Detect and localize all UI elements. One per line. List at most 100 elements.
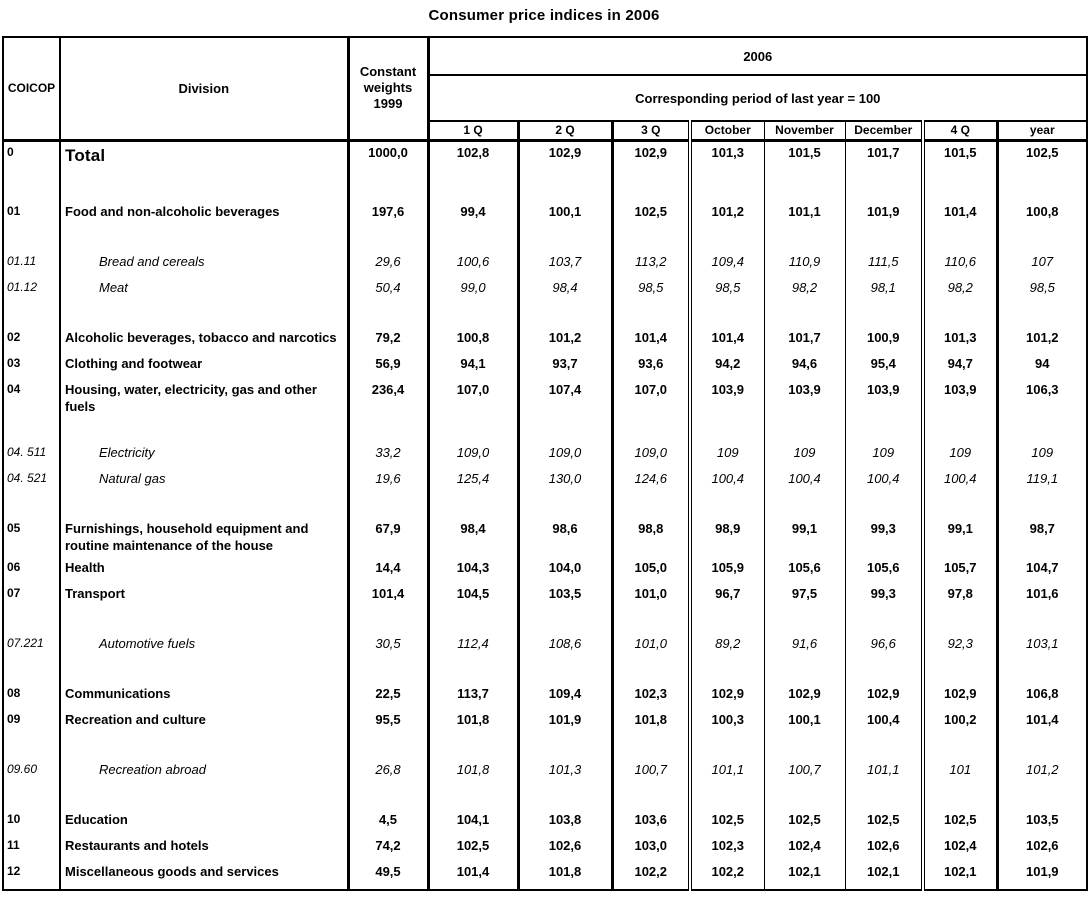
- spacer-row: [3, 657, 1088, 682]
- cell-october: 98,9: [688, 516, 764, 556]
- cell-1q: 125,4: [426, 466, 518, 493]
- table-row: 07 Transport 101,4 104,5 103,5 101,0 96,7 97,5 9…: [3, 581, 1088, 608]
- cell-october: 101,3: [688, 140, 764, 176]
- col-header-coicop: COICOP: [3, 37, 60, 142]
- cell-3q: 98,8: [610, 516, 690, 556]
- col-header-division: Division: [59, 37, 348, 142]
- cell-year: 98,7: [995, 516, 1088, 556]
- cell-division: Recreation and culture: [59, 707, 348, 734]
- table-row: 10 Education 4,5 104,1 103,8 103,6 102,5 102,5 1…: [3, 807, 1088, 834]
- cell-year: 104,7: [995, 555, 1088, 582]
- cell-weight: 236,4: [346, 378, 428, 417]
- col-header-2q: 2 Q: [516, 121, 612, 142]
- cell-december: 111,5: [844, 250, 923, 276]
- cell-october: 109,4: [688, 250, 764, 276]
- cell-year: 101,4: [995, 707, 1088, 734]
- cell-4q: 97,8: [921, 581, 997, 608]
- cell-november: 109: [763, 440, 845, 467]
- cell-4q: 100,4: [921, 466, 997, 493]
- cell-4q: 92,3: [921, 631, 997, 658]
- cell-1q: 94,1: [426, 352, 518, 378]
- cell-1q: 101,8: [426, 757, 518, 784]
- cell-4q: 99,1: [921, 516, 997, 556]
- cell-weight: 67,9: [346, 516, 428, 556]
- cell-2q: 103,7: [516, 250, 612, 276]
- table-row: 04 Housing, water, electricity, gas and o…: [3, 378, 1088, 417]
- cell-code: 09: [7, 711, 21, 726]
- table-row: 03 Clothing and footwear 56,9 94,1 93,7 93,6 9…: [3, 352, 1088, 378]
- spacer-row: [3, 607, 1088, 632]
- cell-1q: 100,6: [426, 250, 518, 276]
- cell-december: 105,6: [844, 555, 923, 582]
- cell-3q: 101,0: [610, 581, 690, 608]
- cell-weight: 14,4: [346, 555, 428, 582]
- cell-3q: 98,5: [610, 276, 690, 302]
- cell-december: 102,6: [844, 833, 923, 860]
- cell-2q: 107,4: [516, 378, 612, 417]
- cell-december: 109: [844, 440, 923, 467]
- cell-weight: 95,5: [346, 707, 428, 734]
- cell-division: Miscellaneous goods and services: [59, 859, 348, 890]
- table-row: 12 Miscellaneous goods and services 49,5 10…: [3, 859, 1088, 890]
- cell-2q: 98,6: [516, 516, 612, 556]
- table-row: 01.11 Bread and cereals 29,6 100,6 103,7 113,…: [3, 250, 1088, 276]
- cell-2q: 102,9: [516, 140, 612, 176]
- cell-december: 100,4: [844, 707, 923, 734]
- spacer-row: [3, 733, 1088, 758]
- cell-weight: 79,2: [346, 326, 428, 352]
- cell-4q: 101: [921, 757, 997, 784]
- cell-year: 98,5: [995, 276, 1088, 302]
- spacer-row: [3, 176, 1088, 200]
- cell-4q: 98,2: [921, 276, 997, 302]
- cell-code: 12: [7, 863, 21, 878]
- cell-3q: 107,0: [610, 378, 690, 417]
- cell-weight: 4,5: [346, 807, 428, 834]
- page-title: Consumer price indices in 2006: [428, 7, 660, 24]
- cell-weight: 26,8: [346, 757, 428, 784]
- cell-october: 109: [688, 440, 764, 467]
- cell-code: 04: [7, 382, 21, 396]
- cell-4q: 102,9: [921, 681, 997, 708]
- cell-1q: 101,4: [426, 859, 518, 890]
- cell-november: 105,6: [763, 555, 845, 582]
- cell-2q: 101,9: [516, 707, 612, 734]
- cell-division: Natural gas: [59, 466, 348, 493]
- cell-2q: 109,4: [516, 681, 612, 708]
- cell-year: 107: [995, 250, 1088, 276]
- cell-year: 100,8: [995, 200, 1088, 226]
- cell-december: 102,1: [844, 859, 923, 890]
- cell-2q: 109,0: [516, 440, 612, 467]
- cell-1q: 104,1: [426, 807, 518, 834]
- cell-4q: 102,1: [921, 859, 997, 890]
- cell-year: 102,6: [995, 833, 1088, 860]
- cell-october: 101,1: [688, 757, 764, 784]
- cell-december: 103,9: [844, 378, 923, 417]
- cell-december: 100,4: [844, 466, 923, 493]
- cell-4q: 102,5: [921, 807, 997, 834]
- cell-weight: 101,4: [346, 581, 428, 608]
- cell-october: 89,2: [688, 631, 764, 658]
- cell-weight: 22,5: [346, 681, 428, 708]
- cell-code: 01.12: [7, 280, 38, 294]
- cell-december: 98,1: [844, 276, 923, 302]
- spacer-row: [3, 226, 1088, 250]
- cell-division: Education: [59, 807, 348, 834]
- cpi-table: COICOP Division Constant weights 1999 20…: [2, 36, 1088, 891]
- cell-year: 101,2: [995, 326, 1088, 352]
- cell-1q: 112,4: [426, 631, 518, 658]
- cell-3q: 101,0: [610, 631, 690, 658]
- cell-weight: 29,6: [346, 250, 428, 276]
- cell-december: 96,6: [844, 631, 923, 658]
- cell-2q: 101,8: [516, 859, 612, 890]
- cell-division: Clothing and footwear: [59, 352, 348, 378]
- cell-1q: 101,8: [426, 707, 518, 734]
- cell-3q: 103,0: [610, 833, 690, 860]
- cell-1q: 102,5: [426, 833, 518, 860]
- cell-2q: 101,3: [516, 757, 612, 784]
- cell-october: 100,3: [688, 707, 764, 734]
- cell-december: 102,9: [844, 681, 923, 708]
- cell-division: Transport: [59, 581, 348, 608]
- header-row-top: COICOP Division Constant weights 1999 20…: [3, 37, 1088, 142]
- cell-october: 98,5: [688, 276, 764, 302]
- cell-3q: 101,8: [610, 707, 690, 734]
